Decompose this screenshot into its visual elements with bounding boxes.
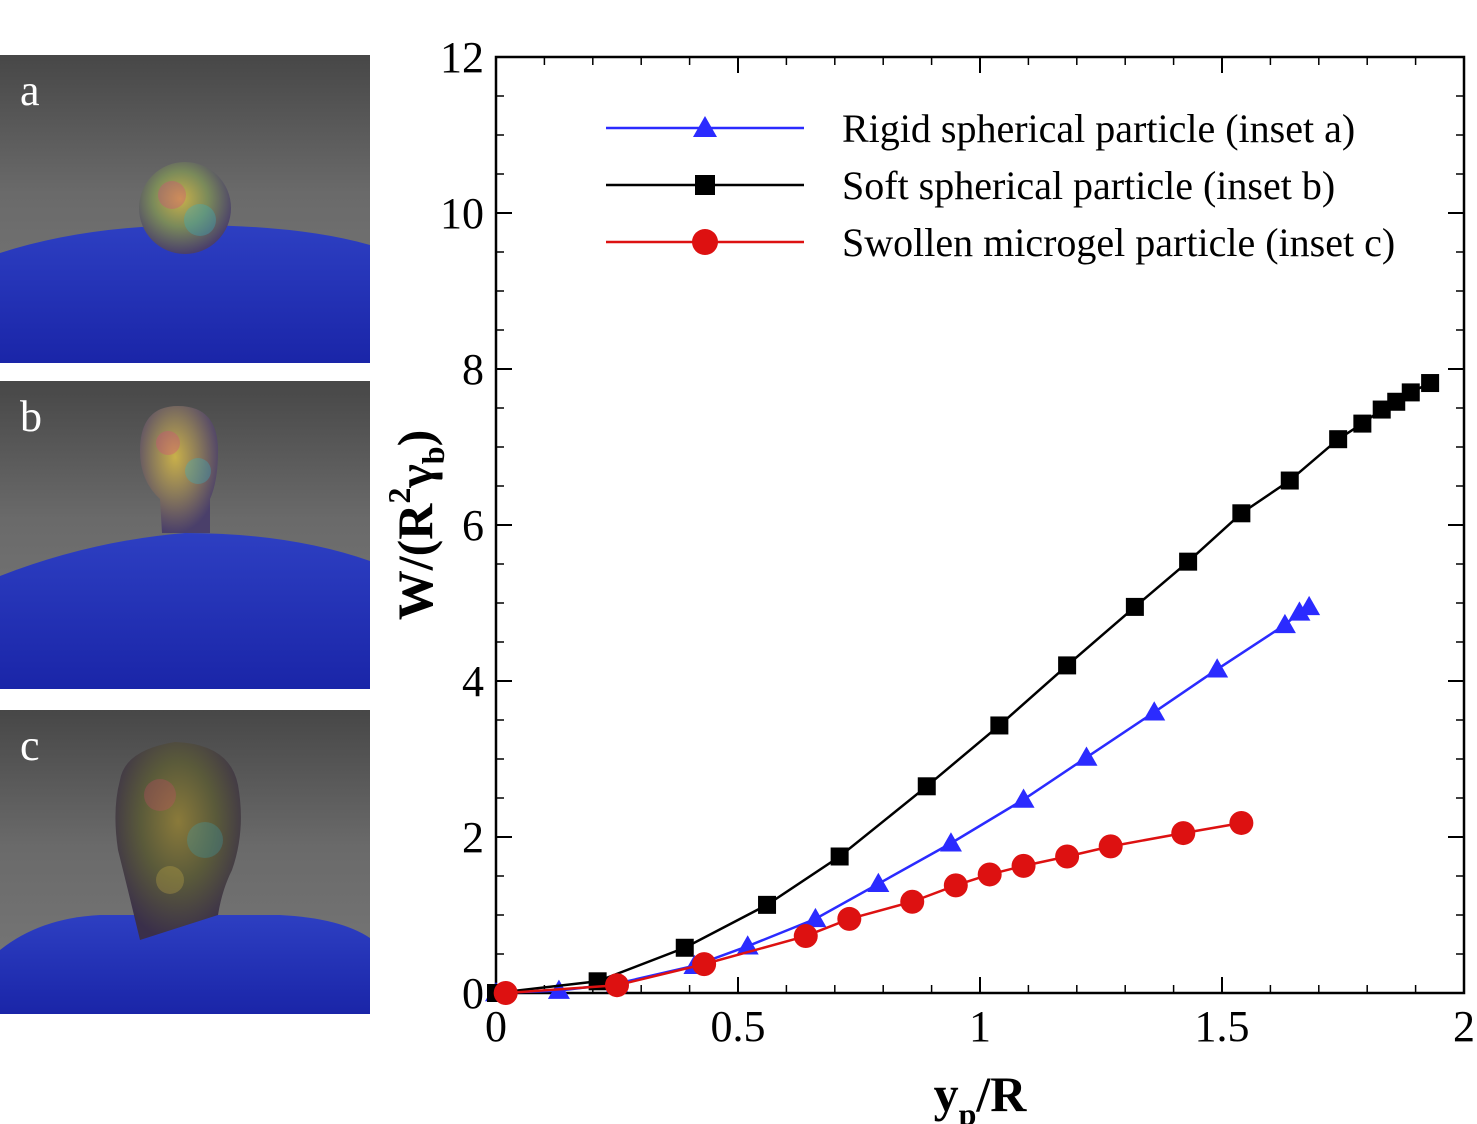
data-point-series-1: [1288, 601, 1311, 621]
data-point-series-1: [804, 907, 827, 928]
data-point-series-2: [1329, 430, 1348, 449]
y-tick-label: 6: [462, 501, 484, 550]
water-surface: [0, 533, 370, 689]
y-tick-label: 0: [462, 969, 484, 1018]
data-point-series-2: [1401, 383, 1420, 402]
rigid-sphere: [139, 162, 231, 254]
data-point-series-1: [1143, 701, 1166, 721]
x-tick-label: 2: [1453, 1002, 1475, 1051]
data-point-series-2: [675, 938, 694, 957]
data-point-series-3: [692, 952, 717, 977]
data-point-series-3: [1171, 821, 1196, 846]
legend-marker-3: [692, 229, 718, 255]
data-point-series-1: [867, 872, 890, 893]
y-tick-label: 2: [462, 813, 484, 862]
x-tick-label: 1: [969, 1002, 991, 1051]
y-tick-label: 8: [462, 345, 484, 394]
legend-label-3: Swollen microgel particle (inset c): [842, 220, 1395, 265]
data-point-series-2: [1125, 597, 1144, 616]
data-point-series-1: [1012, 788, 1035, 808]
data-point-series-3: [943, 873, 968, 898]
legend-marker-2: [695, 175, 715, 195]
inset-label-a: a: [20, 66, 40, 115]
inset-b-soft-particle: b: [0, 381, 370, 689]
inset-c-render: [0, 742, 370, 1014]
inset-a-rigid-particle: a: [0, 55, 370, 363]
y-axis-label: W/(R2γb): [381, 430, 451, 621]
data-point-series-1: [939, 832, 962, 852]
y-tick-label: 12: [440, 33, 484, 82]
data-point-series-3: [1229, 810, 1254, 835]
data-point-series-2: [1280, 471, 1299, 490]
x-tick-label: 1.5: [1195, 1002, 1250, 1051]
data-point-series-2: [917, 777, 936, 796]
data-point-series-2: [1372, 400, 1391, 419]
data-point-series-1: [1206, 658, 1229, 678]
data-point-series-3: [493, 981, 518, 1005]
data-point-series-2: [830, 847, 849, 866]
y-tick-label: 10: [440, 189, 484, 238]
data-point-series-3: [1011, 853, 1036, 878]
data-point-series-3: [900, 889, 925, 914]
data-point-series-2: [1058, 656, 1077, 675]
inset-a-render: [0, 162, 370, 363]
data-point-series-3: [793, 924, 818, 949]
data-point-series-2: [758, 895, 777, 914]
data-point-series-2: [1232, 504, 1251, 523]
data-point-series-2: [1387, 392, 1406, 411]
water-surface: [0, 915, 370, 1014]
inset-b-render: [0, 406, 370, 689]
data-point-series-2: [1421, 374, 1440, 393]
data-point-series-1: [1298, 595, 1321, 616]
y-tick-label: 4: [462, 657, 484, 706]
data-point-series-3: [837, 906, 862, 931]
inset-label-c: c: [20, 721, 40, 770]
data-point-series-3: [1055, 844, 1080, 869]
microgel-shape: [115, 742, 241, 940]
x-tick-label: 0.5: [711, 1002, 766, 1051]
water-surface: [0, 225, 370, 363]
legend-marker-1: [693, 116, 717, 137]
inset-c-microgel-particle: c: [0, 710, 370, 1014]
y-axis-label-text: W/(R2γb): [381, 430, 451, 621]
data-point-series-2: [1179, 552, 1198, 571]
soft-particle-shape: [140, 406, 218, 533]
data-point-series-3: [605, 973, 629, 998]
series-line-3: [505, 821, 1242, 995]
data-point-series-1: [1273, 613, 1296, 634]
inset-label-b: b: [20, 392, 42, 441]
data-point-series-2: [990, 716, 1009, 735]
x-tick-label: 0: [485, 1002, 507, 1051]
data-point-series-2: [1353, 414, 1372, 433]
series-line-1: [495, 605, 1310, 995]
legend-label-1: Rigid spherical particle (inset a): [842, 106, 1355, 151]
x-axis-label: yp/R: [934, 1066, 1028, 1124]
data-point-series-3: [1098, 834, 1123, 859]
chart: 0 0.5 1 1.5 2 0 2 4 6 8 10 12 yp/R W/(R2γb) Rigid sphe…: [381, 33, 1475, 1124]
legend-label-2: Soft spherical particle (inset b): [842, 163, 1335, 208]
data-point-series-1: [1075, 746, 1098, 766]
data-point-series-3: [977, 862, 1002, 887]
